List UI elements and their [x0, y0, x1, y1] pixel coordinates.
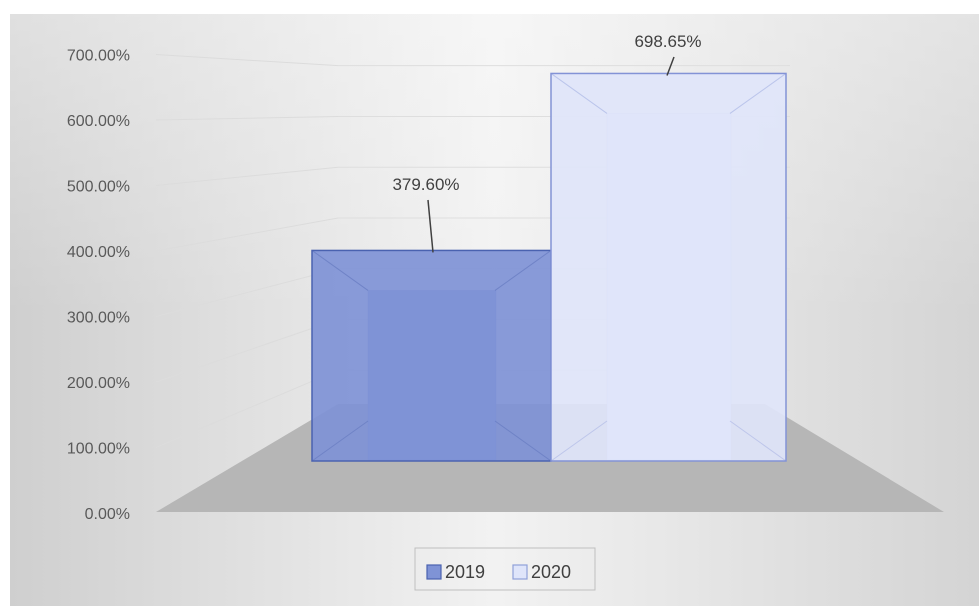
bar-2019-edge-tl [311, 250, 369, 291]
bars [311, 72, 787, 462]
y-tick-label: 0.00% [85, 506, 130, 523]
data-labels: 379.60% 698.65% [392, 32, 701, 194]
data-label-2020: 698.65% [634, 32, 701, 51]
data-label-2019: 379.60% [392, 175, 459, 194]
gridline-7 [155, 54, 339, 67]
bar-2019-edge-tr [494, 250, 552, 291]
bar-2019-edge-bl [311, 420, 369, 462]
bar-2020-edge-bl [550, 420, 608, 462]
bar-2020 [550, 72, 787, 462]
gridline-1 [155, 369, 339, 448]
legend: 2019 2020 [414, 547, 596, 591]
legend-swatch-2020 [512, 564, 528, 580]
bar-2020-edge-tr [729, 73, 787, 114]
legend-swatch-2019 [426, 564, 442, 580]
y-tick-label: 600.00% [67, 113, 130, 130]
y-tick-label: 400.00% [67, 244, 130, 261]
legend-label-2020: 2020 [531, 562, 571, 582]
y-tick-label: 700.00% [67, 48, 130, 65]
gridline-5 [155, 166, 339, 186]
legend-frame [414, 547, 596, 591]
gridline-3 [155, 268, 339, 317]
y-axis-ticks: 0.00% 100.00% 200.00% 300.00% 400.00% 500.00%… [67, 48, 130, 524]
y-tick-label: 100.00% [67, 441, 130, 458]
bar-2019 [311, 249, 552, 462]
bar-2020-edge-tl [550, 73, 608, 114]
y-tick-label: 500.00% [67, 179, 130, 196]
bar-2020-edge-br [729, 420, 787, 462]
data-label-leaders [427, 56, 675, 253]
legend-label-2019: 2019 [445, 562, 485, 582]
y-tick-label: 200.00% [67, 375, 130, 392]
leader-2019 [427, 199, 434, 253]
gridline-6 [155, 115, 339, 121]
gridline-2 [155, 319, 339, 383]
y-tick-label: 300.00% [67, 310, 130, 327]
bar-2019-edge-br [494, 420, 552, 462]
gridline-4 [155, 217, 339, 252]
leader-2020 [666, 56, 675, 76]
